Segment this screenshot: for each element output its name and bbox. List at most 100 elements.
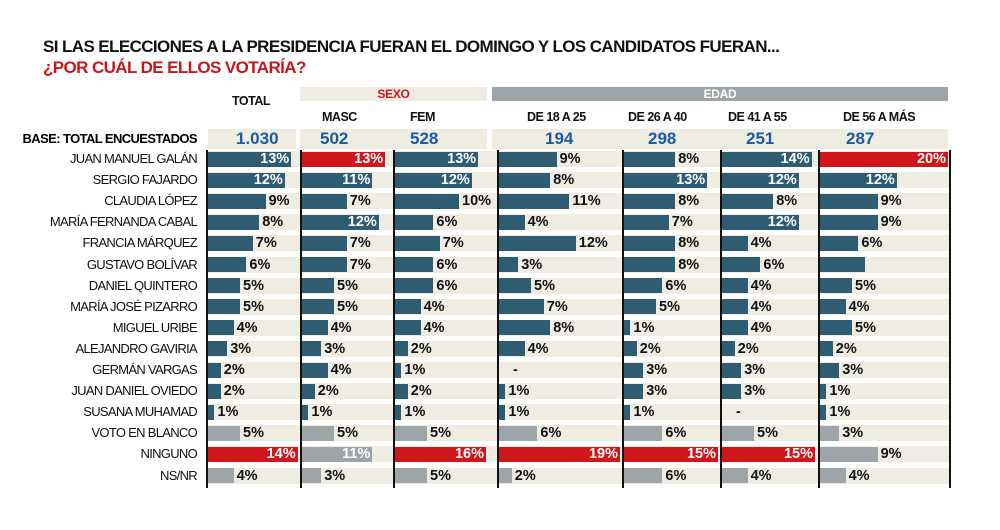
bar — [624, 425, 663, 441]
value-label: 4% — [848, 467, 870, 484]
bar — [395, 151, 479, 167]
value-label: 2% — [317, 383, 339, 400]
bar — [208, 468, 234, 483]
value-label: 3% — [521, 256, 543, 273]
bar — [302, 299, 334, 315]
bar — [499, 278, 531, 294]
bar — [624, 214, 669, 230]
bar — [624, 404, 631, 420]
column-header: MASC — [322, 110, 357, 124]
row-label: CLAUDIA LÓPEZ — [104, 193, 197, 209]
value-label: 9% — [880, 446, 902, 463]
column-header: DE 41 A 55 — [728, 110, 787, 124]
bar — [499, 257, 519, 272]
value-label: 3% — [230, 340, 252, 357]
bar — [208, 341, 228, 357]
bar — [624, 383, 644, 399]
bar — [302, 320, 328, 336]
bar — [302, 383, 315, 399]
group-edad: EDAD — [492, 87, 948, 101]
value-label: 2% — [639, 340, 661, 357]
bar — [624, 193, 676, 209]
bar — [499, 151, 557, 167]
base-stripe — [300, 129, 487, 149]
column-divider — [300, 150, 302, 488]
bar — [302, 446, 373, 462]
base-count: 298 — [648, 129, 677, 148]
value-label: 19% — [588, 446, 618, 463]
value-label: 9% — [268, 193, 290, 210]
column-header: FEM — [410, 110, 435, 124]
value-label: 5% — [337, 298, 358, 315]
bar — [395, 193, 459, 209]
bar — [302, 341, 322, 357]
bar — [820, 362, 840, 378]
base-stripe — [208, 129, 296, 149]
bar — [820, 425, 840, 441]
value-label: 16% — [454, 446, 484, 463]
bar — [499, 404, 506, 420]
bar — [208, 404, 215, 420]
value-label: 10% — [462, 193, 492, 210]
base-count: 1.030 — [236, 129, 279, 148]
value-label: 2% — [737, 340, 759, 357]
bar — [208, 383, 221, 399]
value-label: 5% — [243, 277, 264, 294]
value-label: 11% — [342, 172, 371, 189]
value-label: 4% — [423, 319, 445, 336]
bar — [395, 320, 421, 336]
bar — [302, 257, 347, 272]
bar — [302, 404, 309, 420]
row-label: FRANCIA MÁRQUEZ — [82, 235, 198, 251]
value-label: 6% — [763, 256, 785, 273]
value-label: 7% — [671, 214, 693, 231]
row-label: GERMÁN VARGAS — [92, 362, 197, 377]
bar — [395, 278, 434, 294]
bar — [395, 299, 421, 315]
bar — [624, 468, 663, 483]
value-label: 1% — [829, 404, 851, 421]
bar — [820, 214, 878, 230]
value-label: 6% — [665, 277, 687, 294]
row-label: VOTO EN BLANCO — [91, 425, 197, 441]
value-label: 4% — [527, 214, 549, 231]
value-label: 14% — [780, 151, 810, 167]
bar — [499, 320, 551, 336]
value-label: 1% — [633, 404, 655, 421]
value-label: - — [513, 362, 518, 378]
bar — [302, 214, 379, 230]
column-divider — [818, 150, 820, 488]
bar — [302, 235, 347, 251]
base-stripe — [492, 129, 948, 149]
bar — [208, 151, 292, 167]
bar — [499, 383, 506, 399]
bar — [624, 151, 676, 167]
value-label: - — [736, 404, 741, 421]
value-label: 5% — [659, 298, 680, 315]
bar — [395, 362, 402, 378]
value-label: 4% — [236, 319, 258, 336]
bar — [820, 468, 846, 483]
value-label: 8% — [678, 235, 700, 252]
bar — [302, 278, 334, 294]
bar — [395, 383, 408, 399]
value-label: 1% — [217, 404, 239, 421]
value-label: 15% — [686, 446, 716, 463]
base-count: 502 — [320, 129, 349, 148]
bar — [395, 404, 402, 420]
value-label: 14% — [266, 446, 296, 463]
column-divider — [720, 150, 722, 488]
value-label: 4% — [330, 319, 352, 336]
bar — [820, 320, 852, 336]
value-label: 5% — [243, 298, 264, 315]
bar — [208, 257, 247, 272]
row-label: MARÍA JOSÉ PIZARRO — [70, 298, 198, 314]
bar — [208, 299, 240, 315]
value-label: 3% — [646, 383, 668, 400]
bar — [722, 299, 748, 315]
value-label: 6% — [665, 425, 687, 442]
value-label: 6% — [436, 277, 458, 294]
value-label: 3% — [842, 362, 864, 378]
value-label: 13% — [447, 151, 477, 167]
bar — [499, 235, 576, 251]
